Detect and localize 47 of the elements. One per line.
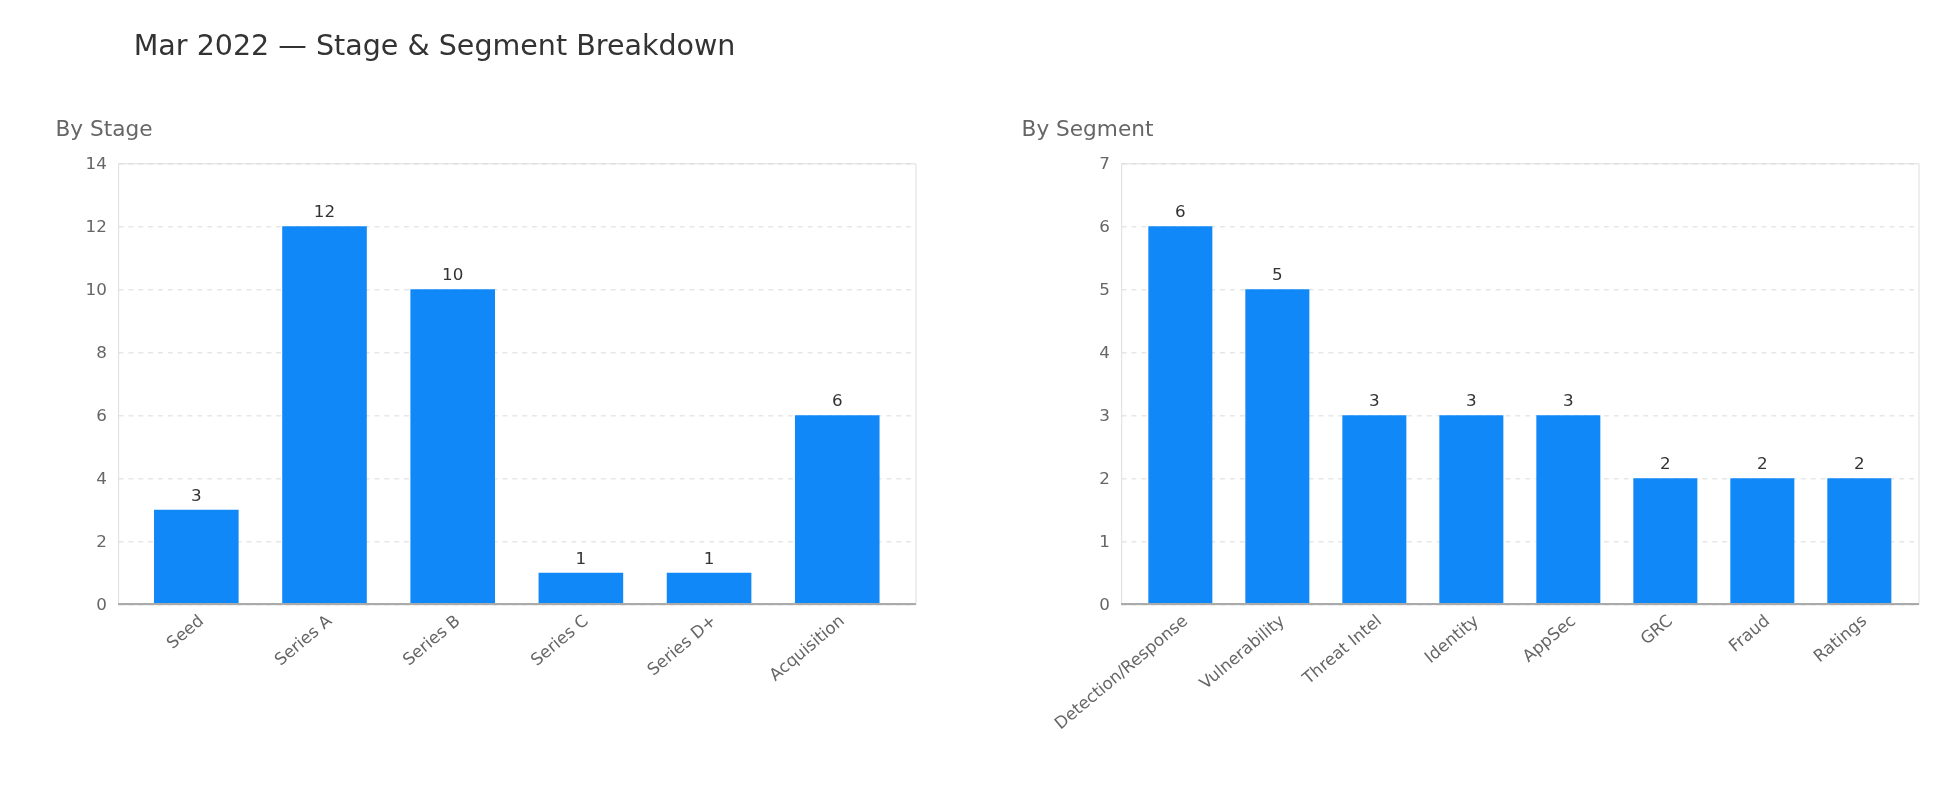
y-tick-label: 4 (1099, 341, 1110, 362)
data-label: 2 (1757, 453, 1768, 474)
y-tick-label: 3 (1099, 404, 1110, 425)
bar (1439, 415, 1504, 605)
data-label: 2 (1854, 453, 1865, 474)
bar (410, 289, 495, 605)
data-label: 6 (831, 390, 843, 411)
bar (1730, 478, 1795, 605)
data-label: 6 (1175, 201, 1186, 222)
bar (1148, 226, 1213, 605)
y-tick-label: 4 (96, 467, 107, 488)
bar (1245, 289, 1310, 605)
y-tick-label: 7 (1099, 152, 1110, 173)
bar (154, 509, 239, 605)
bar (794, 415, 880, 605)
bar (1827, 478, 1892, 605)
y-tick-label: 6 (96, 404, 107, 425)
data-label: 2 (1660, 453, 1671, 474)
y-tick-label: 1 (1099, 530, 1110, 551)
data-label: 10 (442, 264, 464, 285)
data-label: 3 (1369, 390, 1380, 411)
y-tick-label: 2 (96, 530, 107, 551)
y-tick-label: 10 (85, 278, 107, 299)
data-label: 1 (575, 547, 587, 568)
bar (1633, 478, 1698, 605)
data-label: 3 (1563, 390, 1574, 411)
y-tick-label: 0 (1099, 593, 1110, 614)
bar (1342, 415, 1407, 605)
chart-title: Mar 2022 — Stage & Segment Breakdown (133, 28, 736, 62)
bar (282, 226, 367, 605)
y-tick-label: 0 (96, 593, 107, 614)
y-tick-label: 2 (1099, 467, 1110, 488)
chart-subtitle: By Stage (55, 115, 153, 141)
y-tick-label: 14 (85, 152, 107, 173)
y-tick-label: 12 (85, 215, 107, 236)
data-label: 3 (191, 484, 202, 505)
data-label: 12 (313, 201, 336, 222)
y-tick-label: 8 (96, 341, 107, 362)
y-tick-label: 6 (1099, 215, 1110, 236)
chart-subtitle: By Segment (1021, 115, 1154, 141)
y-tick-label: 5 (1099, 278, 1110, 299)
data-label: 5 (1272, 264, 1283, 285)
bar (1536, 415, 1601, 605)
bar (538, 572, 624, 605)
data-label: 1 (703, 547, 715, 568)
data-label: 3 (1466, 390, 1477, 411)
bar (666, 572, 752, 605)
